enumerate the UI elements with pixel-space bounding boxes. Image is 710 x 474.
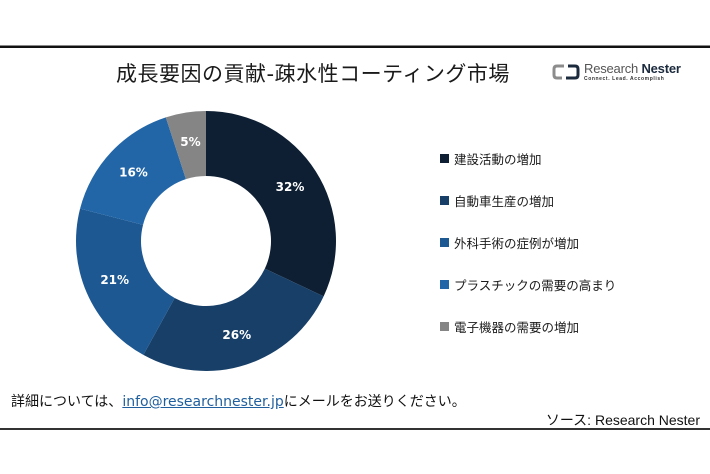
legend-swatch-icon bbox=[440, 279, 449, 289]
legend-item-electronics: 電子機器の需要の増加 bbox=[440, 316, 616, 336]
donut-slice-labels: 32% 26% 21% 16% 5% bbox=[100, 135, 304, 342]
slice-value-label: 26% bbox=[222, 328, 251, 342]
footer-divider bbox=[0, 428, 710, 430]
legend-item-automotive: 自動車生産の増加 bbox=[440, 190, 616, 210]
legend-label: 自動車生産の増加 bbox=[454, 193, 555, 209]
source-credit: ソース: Research Nester bbox=[545, 412, 700, 428]
legend-item-surgical: 外科手術の症例が増加 bbox=[440, 232, 616, 252]
research-nester-logo: Research Nester Connect. Lead. Accomplis… bbox=[552, 62, 681, 82]
logo-tagline: Connect. Lead. Accomplish bbox=[584, 76, 665, 82]
contact-email-link[interactable]: info@researchnester.jp bbox=[122, 394, 284, 410]
chart-legend: 建設活動の増加 自動車生産の増加 外科手術の症例が増加 プラスチックの需要の高ま… bbox=[440, 148, 616, 358]
donut-slice bbox=[165, 111, 206, 180]
legend-label: プラスチックの需要の高まり bbox=[454, 277, 617, 293]
donut-slice bbox=[76, 208, 175, 355]
legend-item-plastics: プラスチックの需要の高まり bbox=[440, 274, 616, 294]
contact-suffix: にメールをお送りください。 bbox=[283, 394, 466, 410]
legend-label: 電子機器の需要の増加 bbox=[454, 319, 580, 335]
chart-title: 成長要因の貢献-疎水性コーティング市場 bbox=[116, 62, 510, 86]
slice-value-label: 5% bbox=[180, 135, 200, 149]
header-divider bbox=[0, 45, 710, 48]
logo-name-nester: Nester bbox=[641, 61, 681, 76]
contact-prefix: 詳細については、 bbox=[11, 394, 123, 410]
legend-swatch-icon bbox=[440, 195, 449, 205]
legend-label: 建設活動の増加 bbox=[454, 151, 542, 167]
slice-value-label: 21% bbox=[100, 273, 129, 287]
donut-slice bbox=[206, 111, 336, 297]
contact-line: 詳細については、info@researchnester.jpにメールをお送りくだ… bbox=[11, 391, 466, 411]
legend-swatch-icon bbox=[440, 153, 449, 163]
donut-slice bbox=[80, 117, 186, 225]
legend-label: 外科手術の症例が増加 bbox=[454, 235, 580, 251]
slice-value-label: 16% bbox=[119, 165, 148, 179]
legend-swatch-icon bbox=[440, 237, 449, 247]
legend-item-construction: 建設活動の増加 bbox=[440, 148, 616, 168]
logo-brackets-icon bbox=[552, 64, 580, 80]
slice-value-label: 32% bbox=[276, 180, 305, 194]
logo-name: Research Nester bbox=[584, 62, 681, 75]
donut-slices bbox=[76, 111, 336, 371]
logo-name-research: Research bbox=[584, 61, 642, 76]
legend-swatch-icon bbox=[440, 321, 449, 331]
donut-slice bbox=[143, 268, 324, 371]
